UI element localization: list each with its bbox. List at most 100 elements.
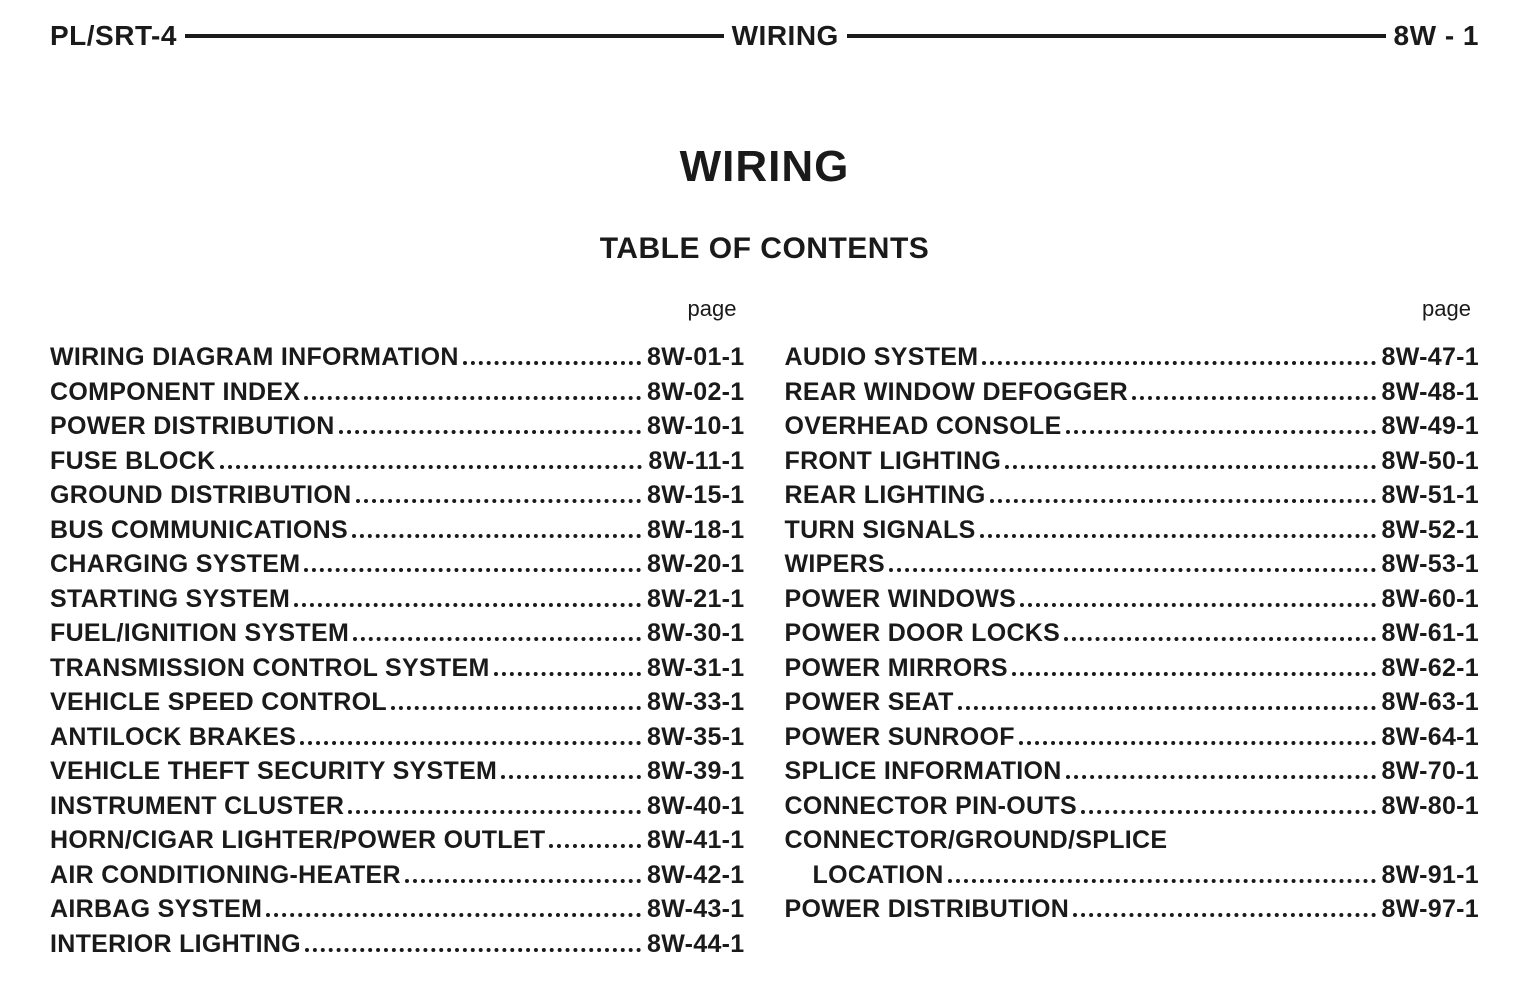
toc-dots (1019, 727, 1376, 745)
toc-page: 8W-15-1 (647, 478, 744, 513)
toc-row: INSTRUMENT CLUSTER8W-40-1 (50, 789, 745, 824)
toc-row: OVERHEAD CONSOLE8W-49-1 (785, 409, 1480, 444)
toc-label: POWER DOOR LOCKS (785, 616, 1061, 651)
toc-page: 8W-80-1 (1382, 789, 1479, 824)
toc-page: 8W-44-1 (647, 927, 744, 962)
toc-row: VEHICLE THEFT SECURITY SYSTEM8W-39-1 (50, 754, 745, 789)
toc-dots (982, 348, 1375, 366)
toc-dots (391, 693, 641, 711)
toc-dots (304, 382, 641, 400)
toc-dots (980, 520, 1376, 538)
toc-label: POWER DISTRIBUTION (785, 892, 1070, 927)
toc-page: 8W-35-1 (647, 720, 744, 755)
toc-row: FUSE BLOCK8W-11-1 (50, 444, 745, 479)
main-title: WIRING (50, 142, 1479, 192)
toc-dots (348, 796, 641, 814)
toc-dots (549, 831, 641, 849)
toc-dots (220, 451, 643, 469)
toc-page: 8W-43-1 (647, 892, 744, 927)
toc-dots (266, 900, 641, 918)
toc-page: 8W-53-1 (1382, 547, 1479, 582)
toc-row: CONNECTOR/GROUND/SPLICE (785, 823, 1480, 858)
toc-label: INTERIOR LIGHTING (50, 927, 301, 962)
toc-label: HORN/CIGAR LIGHTER/POWER OUTLET (50, 823, 545, 858)
toc-row: POWER MIRRORS 8W-62-1 (785, 651, 1480, 686)
toc-label: POWER WINDOWS (785, 582, 1017, 617)
toc-label: WIPERS (785, 547, 885, 582)
toc-row: TRANSMISSION CONTROL SYSTEM 8W-31-1 (50, 651, 745, 686)
toc-dots (1073, 900, 1375, 918)
toc-label: AIR CONDITIONING-HEATER (50, 858, 401, 893)
toc-page: 8W-60-1 (1382, 582, 1479, 617)
toc-page: 8W-61-1 (1382, 616, 1479, 651)
toc-row: FRONT LIGHTING8W-50-1 (785, 444, 1480, 479)
toc-row: COMPONENT INDEX8W-02-1 (50, 375, 745, 410)
toc-label: BUS COMMUNICATIONS (50, 513, 348, 548)
toc-page: 8W-48-1 (1382, 375, 1479, 410)
toc-page: 8W-49-1 (1382, 409, 1479, 444)
toc-label: CONNECTOR/GROUND/SPLICE (785, 823, 1168, 858)
toc-label: CONNECTOR PIN-OUTS (785, 789, 1077, 824)
toc-page: 8W-31-1 (647, 651, 744, 686)
toc-row: WIPERS 8W-53-1 (785, 547, 1480, 582)
toc-label: STARTING SYSTEM (50, 582, 290, 617)
toc-dots (1012, 658, 1376, 676)
toc-dots (352, 520, 641, 538)
toc-page: 8W-01-1 (647, 340, 744, 375)
header-rule-left (185, 34, 724, 38)
toc-page: 8W-11-1 (648, 444, 744, 479)
toc-row: AUDIO SYSTEM8W-47-1 (785, 340, 1480, 375)
toc-row: WIRING DIAGRAM INFORMATION8W-01-1 (50, 340, 745, 375)
toc-label: INSTRUMENT CLUSTER (50, 789, 344, 824)
toc-row: VEHICLE SPEED CONTROL8W-33-1 (50, 685, 745, 720)
toc-dots (958, 693, 1376, 711)
toc-row: GROUND DISTRIBUTION 8W-15-1 (50, 478, 745, 513)
toc-label: COMPONENT INDEX (50, 375, 300, 410)
toc-label: POWER SEAT (785, 685, 954, 720)
toc-row: POWER WINDOWS 8W-60-1 (785, 582, 1480, 617)
toc-page: 8W-30-1 (647, 616, 744, 651)
toc-dots (300, 727, 641, 745)
toc-page: 8W-62-1 (1382, 651, 1479, 686)
toc-row: CONNECTOR PIN-OUTS 8W-80-1 (785, 789, 1480, 824)
toc-page: 8W-20-1 (647, 547, 744, 582)
toc-row: AIRBAG SYSTEM8W-43-1 (50, 892, 745, 927)
toc-columns: page WIRING DIAGRAM INFORMATION8W-01-1CO… (50, 296, 1479, 961)
toc-dots (1132, 382, 1376, 400)
toc-dots (1064, 624, 1375, 642)
toc-page: 8W-42-1 (647, 858, 744, 893)
toc-dots (304, 555, 641, 573)
toc-label: FUEL/IGNITION SYSTEM (50, 616, 349, 651)
toc-label: GROUND DISTRIBUTION (50, 478, 352, 513)
toc-label: POWER MIRRORS (785, 651, 1008, 686)
toc-page: 8W-97-1 (1382, 892, 1479, 927)
toc-page: 8W-91-1 (1382, 858, 1479, 893)
toc-row: CHARGING SYSTEM 8W-20-1 (50, 547, 745, 582)
toc-page: 8W-52-1 (1382, 513, 1479, 548)
header-bar: PL/SRT-4 WIRING 8W - 1 (50, 20, 1479, 52)
toc-row: POWER SUNROOF8W-64-1 (785, 720, 1480, 755)
toc-row: POWER DISTRIBUTION 8W-97-1 (785, 892, 1480, 927)
toc-row: POWER DOOR LOCKS 8W-61-1 (785, 616, 1480, 651)
toc-label: VEHICLE THEFT SECURITY SYSTEM (50, 754, 497, 789)
toc-row: FUEL/IGNITION SYSTEM 8W-30-1 (50, 616, 745, 651)
toc-page: 8W-63-1 (1382, 685, 1479, 720)
toc-label: LOCATION (785, 858, 944, 893)
toc-dots (294, 589, 641, 607)
toc-dots (501, 762, 641, 780)
toc-label: ANTILOCK BRAKES (50, 720, 296, 755)
toc-row: STARTING SYSTEM8W-21-1 (50, 582, 745, 617)
toc-row: REAR LIGHTING8W-51-1 (785, 478, 1480, 513)
toc-label: VEHICLE SPEED CONTROL (50, 685, 387, 720)
toc-label: CHARGING SYSTEM (50, 547, 300, 582)
header-rule-right (847, 34, 1386, 38)
toc-row: HORN/CIGAR LIGHTER/POWER OUTLET8W-41-1 (50, 823, 745, 858)
toc-row: INTERIOR LIGHTING 8W-44-1 (50, 927, 745, 962)
toc-dots (356, 486, 642, 504)
toc-label: TRANSMISSION CONTROL SYSTEM (50, 651, 490, 686)
toc-page: 8W-50-1 (1382, 444, 1479, 479)
toc-row: TURN SIGNALS8W-52-1 (785, 513, 1480, 548)
toc-label: REAR WINDOW DEFOGGER (785, 375, 1129, 410)
toc-page: 8W-47-1 (1382, 340, 1479, 375)
toc-dots (494, 658, 641, 676)
